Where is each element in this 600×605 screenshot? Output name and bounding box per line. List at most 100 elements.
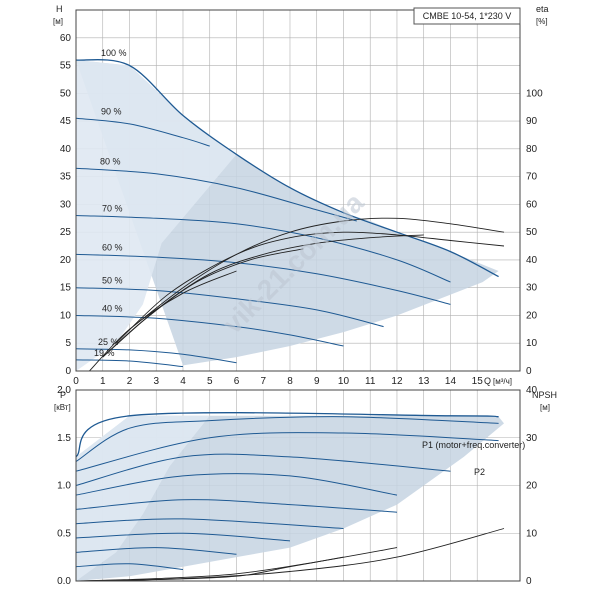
left-tick-label: 10 (60, 310, 72, 321)
right-tick-label: 70 (526, 172, 538, 183)
x-tick-label: 4 (180, 376, 186, 387)
left-tick-label: 30 (60, 199, 72, 210)
left-tick-label: 1.5 (57, 433, 71, 444)
right-tick-label: 20 (526, 481, 538, 492)
power-axes: 0.0 0.5 1.0 1.5 2.0 0 10 20 30 40 (57, 385, 537, 587)
speed-head-curve (75, 315, 344, 347)
efficiency-curve (115, 231, 505, 344)
model-badge-frame (413, 7, 521, 25)
right-tick-label: 80 (526, 144, 538, 155)
right-tick-label: 10 (526, 338, 538, 349)
speed-curve-label: 40 % (102, 303, 123, 313)
power-envelope-area-light (76, 415, 210, 581)
efficiency-curve (102, 248, 304, 358)
speed-curve-label: 90 % (101, 106, 122, 116)
power-curve (75, 532, 291, 542)
speed-curve-label: 25 % (98, 337, 119, 347)
plot-frame (75, 9, 521, 372)
head-axes: 0510152025303540455055600102030405060708… (60, 9, 543, 387)
x-tick-label: 11 (365, 376, 376, 387)
speed-head-curve (75, 253, 451, 305)
right-tick-label: 40 (526, 385, 538, 396)
npsh-axis-unit: [м] (540, 403, 550, 412)
efficiency-curve (129, 217, 505, 330)
power-curve (75, 547, 237, 555)
right-tick-label: 60 (526, 199, 538, 210)
head-axis-title: H (56, 4, 63, 14)
right-tick-label: 30 (526, 283, 538, 294)
speed-head-curve (75, 117, 210, 147)
npsh-axis-title: NPSH (532, 390, 557, 400)
x-tick-label: 14 (445, 376, 457, 387)
speed-head-curve (75, 215, 451, 283)
x-tick-label: 0 (73, 376, 79, 387)
efficiency-curve (89, 270, 237, 372)
left-tick-label: 1.0 (57, 481, 71, 492)
speed-curve-label: 50 % (102, 276, 123, 286)
right-tick-label: 30 (526, 433, 538, 444)
x-tick-label: 3 (153, 376, 159, 387)
npsh-curve (75, 556, 344, 582)
left-tick-label: 0 (65, 366, 71, 377)
speed-head-curve (75, 359, 184, 368)
speed-curve-label: 60 % (102, 242, 123, 252)
speed-curve-label: 19 % (94, 348, 115, 358)
p1-label: P1 (motor+freq.converter) (422, 440, 525, 450)
left-tick-label: 0.0 (57, 576, 71, 587)
left-tick-label: 25 (60, 227, 72, 238)
right-tick-label: 50 (526, 227, 538, 238)
x-tick-label: 8 (287, 376, 293, 387)
left-tick-label: 5 (65, 338, 71, 349)
x-tick-label: 12 (391, 376, 403, 387)
x-tick-label: 13 (418, 376, 430, 387)
x-tick-label: 6 (234, 376, 240, 387)
power-axis-unit: [кВт] (54, 403, 71, 412)
eta-axis-unit: [%] (536, 17, 548, 26)
power-curves (75, 412, 499, 570)
speed-curve-label: 80 % (100, 156, 121, 166)
x-tick-label: 2 (127, 376, 133, 387)
left-tick-label: 40 (60, 144, 72, 155)
left-tick-label: 45 (60, 116, 72, 127)
x-tick-label: 5 (207, 376, 213, 387)
power-curve (75, 499, 398, 513)
p2-label: P2 (474, 467, 485, 477)
x-tick-label: 10 (338, 376, 350, 387)
left-tick-label: 0.5 (57, 528, 71, 539)
right-tick-label: 40 (526, 255, 538, 266)
operating-envelope-light (76, 60, 237, 371)
speed-head-curve (75, 348, 237, 364)
speed-head-curve (75, 167, 357, 222)
speed-curve-label: 100 % (101, 48, 127, 58)
power-curve (75, 416, 499, 463)
left-tick-label: 20 (60, 255, 72, 266)
flow-axis-title: Q (484, 376, 491, 386)
power-curve (75, 453, 451, 486)
x-tick-label: 7 (260, 376, 266, 387)
left-tick-label: 2.0 (57, 385, 71, 396)
right-tick-label: 20 (526, 310, 538, 321)
eta-axis-title: eta (536, 4, 549, 14)
model-badge: CMBE 10-54, 1*230 V (413, 7, 521, 25)
efficiency-curves (89, 217, 505, 372)
flow-axis-unit: [м³/ч] (493, 377, 512, 386)
power-curve (75, 432, 499, 472)
x-tick-label: 9 (314, 376, 320, 387)
head-curves: 100 % 90 % 80 % 70 % 60 % 50 % 40 % 25 %19 % (75, 48, 499, 368)
left-tick-label: 50 (60, 88, 72, 99)
speed-head-curve (75, 58, 499, 278)
power-curve (75, 518, 344, 529)
right-tick-label: 0 (526, 366, 532, 377)
right-tick-label: 100 (526, 88, 543, 99)
left-tick-label: 60 (60, 33, 72, 44)
right-tick-label: 10 (526, 528, 538, 539)
model-badge-text: CMBE 10-54, 1*230 V (423, 11, 512, 21)
npsh-curves (75, 528, 505, 582)
left-tick-label: 15 (60, 283, 72, 294)
plot-frame (75, 389, 521, 582)
left-tick-label: 55 (60, 61, 72, 72)
power-curve (75, 563, 184, 570)
right-tick-label: 90 (526, 116, 538, 127)
